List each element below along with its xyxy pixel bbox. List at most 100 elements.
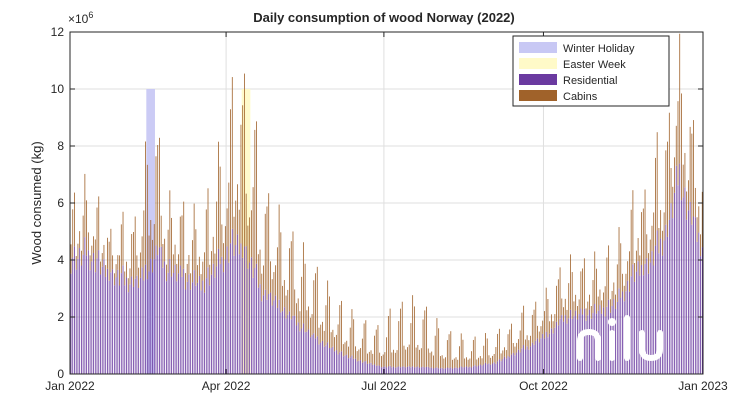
bar-cabins xyxy=(661,230,663,256)
bar-residential xyxy=(382,366,384,374)
bar-cabins xyxy=(226,208,228,247)
bar-residential xyxy=(105,276,107,374)
bar-residential xyxy=(86,255,88,374)
bar-residential xyxy=(420,367,422,374)
bar-residential xyxy=(460,366,462,374)
bar-residential xyxy=(212,263,214,374)
bar-residential xyxy=(204,292,205,374)
bar-cabins xyxy=(195,229,197,286)
bar-cabins xyxy=(268,193,270,295)
bar-cabins xyxy=(629,251,630,292)
bar-cabins xyxy=(606,257,608,307)
bar-cabins xyxy=(516,342,518,353)
bar-cabins xyxy=(252,187,254,278)
bar-residential xyxy=(329,348,330,374)
bar-cabins xyxy=(446,340,448,368)
bar-cabins xyxy=(75,256,77,270)
bar-residential xyxy=(391,367,393,374)
bar-cabins xyxy=(94,239,96,273)
bar-cabins xyxy=(346,340,348,355)
bar-residential xyxy=(250,257,252,374)
bar-cabins xyxy=(469,358,471,367)
bar-cabins xyxy=(200,274,202,291)
bar-cabins xyxy=(375,329,377,366)
bar-residential xyxy=(309,337,311,374)
y-axis-label: Wood consumed (kg) xyxy=(29,141,44,264)
bar-cabins xyxy=(233,216,235,256)
bar-residential xyxy=(434,368,436,374)
bar-cabins xyxy=(191,240,193,283)
nilu-watermark: nilu xyxy=(577,315,663,362)
bar-cabins xyxy=(420,348,422,368)
bar-cabins xyxy=(689,126,691,202)
bar-cabins xyxy=(585,308,587,321)
bar-residential xyxy=(270,292,271,374)
bar-cabins xyxy=(138,267,140,288)
bar-residential xyxy=(677,185,679,374)
bar-cabins xyxy=(544,311,545,339)
bar-cabins xyxy=(540,326,542,339)
bar-residential xyxy=(550,328,552,374)
bar-residential xyxy=(322,340,323,374)
bar-residential xyxy=(646,258,648,374)
bar-residential xyxy=(145,264,146,374)
bar-residential xyxy=(630,276,632,374)
bar-residential xyxy=(231,228,233,374)
bar-residential xyxy=(100,274,101,374)
bar-cabins xyxy=(183,201,185,269)
bar-cabins xyxy=(330,332,332,349)
bar-cabins xyxy=(573,301,575,317)
bar-cabins xyxy=(327,280,329,343)
bar-cabins xyxy=(325,305,327,346)
bar-residential xyxy=(485,362,486,374)
bar-cabins xyxy=(349,327,351,358)
bar-cabins xyxy=(171,217,172,277)
bar-residential xyxy=(670,203,672,374)
bar-residential xyxy=(585,320,587,374)
legend: Winter Holiday Easter Week Residential Cabi… xyxy=(512,35,670,107)
bar-residential xyxy=(381,367,382,374)
bar-residential xyxy=(493,362,495,374)
bar-cabins xyxy=(438,328,440,369)
bar-cabins xyxy=(504,347,505,357)
bar-residential xyxy=(261,301,263,374)
bar-cabins xyxy=(533,309,535,345)
bar-cabins xyxy=(169,190,171,259)
bar-residential xyxy=(622,291,623,374)
bar-cabins xyxy=(589,294,590,310)
bar-residential xyxy=(483,364,485,374)
bar-cabins xyxy=(453,358,455,368)
bar-cabins xyxy=(153,224,155,260)
bar-cabins xyxy=(238,209,240,255)
bar-residential xyxy=(594,303,596,374)
bar-cabins xyxy=(582,268,584,315)
bar-cabins xyxy=(627,261,629,281)
bar-cabins xyxy=(648,253,649,274)
bar-cabins xyxy=(530,335,531,347)
bar-residential xyxy=(516,352,518,374)
bar-cabins xyxy=(131,234,133,277)
bar-residential xyxy=(155,245,157,374)
bar-cabins xyxy=(370,350,372,363)
bar-cabins xyxy=(122,211,124,266)
bar-residential xyxy=(84,237,86,374)
bar-cabins xyxy=(599,289,601,306)
bar-cabins xyxy=(167,229,169,273)
bar-residential xyxy=(684,187,686,374)
bar-cabins xyxy=(148,235,150,272)
bar-residential xyxy=(509,357,511,374)
bar-cabins xyxy=(358,349,360,361)
bar-cabins xyxy=(429,352,431,368)
bar-residential xyxy=(81,265,82,374)
bar-cabins xyxy=(320,324,322,343)
bar-residential xyxy=(313,333,315,374)
bar-residential xyxy=(658,253,660,374)
y-tick-label: 0 xyxy=(57,367,64,381)
bar-residential xyxy=(490,364,492,374)
bar-residential xyxy=(219,263,221,374)
bar-cabins xyxy=(686,191,688,220)
bar-cabins xyxy=(264,213,266,290)
bar-cabins xyxy=(485,333,486,363)
bar-residential xyxy=(221,256,223,374)
bar-residential xyxy=(318,344,320,374)
